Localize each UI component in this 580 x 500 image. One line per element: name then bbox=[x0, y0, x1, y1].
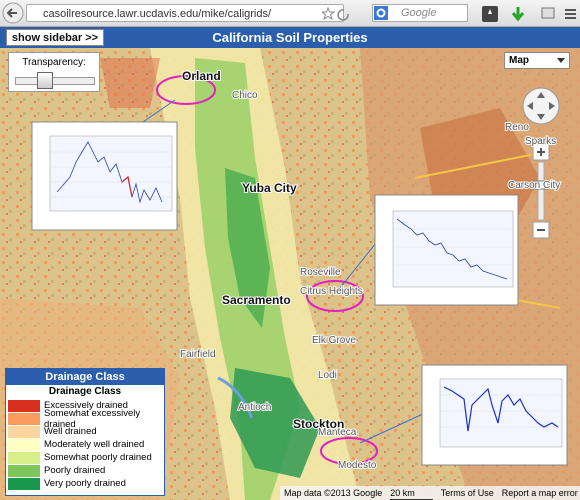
legend-swatch bbox=[8, 477, 40, 490]
highlight-ellipse bbox=[156, 75, 216, 105]
url-bar[interactable]: casoilresource.lawr.ucdavis.edu/mike/cal… bbox=[26, 4, 344, 22]
toolbar-icons[interactable] bbox=[470, 4, 578, 24]
place-label: Sacramento bbox=[222, 293, 291, 307]
app-header bbox=[0, 27, 580, 48]
place-label: Orland bbox=[182, 69, 221, 83]
dropdown-arrow bbox=[557, 58, 565, 63]
transparency-label: Transparency: bbox=[22, 57, 86, 68]
url-icons bbox=[322, 7, 349, 21]
report-link[interactable]: Report a map error bbox=[501, 488, 578, 498]
highlight-ellipse bbox=[320, 437, 378, 465]
show-sidebar-button[interactable]: show sidebar >> bbox=[6, 29, 104, 46]
hydrograph-inset bbox=[374, 194, 519, 306]
legend: Drainage Class Drainage Class Excessivel… bbox=[5, 368, 165, 496]
legend-swatch bbox=[8, 412, 40, 425]
legend-label: Very poorly drained bbox=[44, 478, 126, 489]
base-map-label: Modesto bbox=[338, 460, 377, 471]
place-label: Stockton bbox=[293, 417, 344, 431]
hydrograph-inset bbox=[31, 121, 178, 231]
base-map-label: Manteca bbox=[318, 427, 357, 438]
base-map-label: Elk Grove bbox=[312, 335, 356, 346]
soil-region bbox=[100, 58, 160, 108]
legend-item: Well drained bbox=[6, 425, 164, 438]
search-box[interactable]: Google bbox=[372, 4, 468, 22]
attribution: Map data ©2013 Google bbox=[284, 488, 383, 498]
map-footer: Map data ©2013 Google 20 km Terms of Use… bbox=[280, 486, 580, 500]
legend-header: Drainage Class bbox=[6, 369, 164, 385]
base-map-label: Sparks bbox=[525, 136, 556, 147]
search-engine-icon bbox=[374, 6, 388, 20]
legend-swatch bbox=[8, 451, 40, 464]
highlight-ellipse bbox=[306, 280, 364, 312]
legend-label: Somewhat poorly drained bbox=[44, 452, 152, 463]
base-map-label: Roseville bbox=[300, 267, 341, 278]
legend-item: Somewhat poorly drained bbox=[6, 451, 164, 464]
legend-rows: Excessively drained Somewhat excessively … bbox=[6, 399, 164, 490]
legend-item: Poorly drained bbox=[6, 464, 164, 477]
legend-label: Excessively drained bbox=[44, 400, 128, 411]
slider-handle[interactable] bbox=[37, 72, 53, 89]
back-button[interactable] bbox=[2, 2, 24, 24]
legend-title: Drainage Class bbox=[48, 386, 122, 397]
scale-bar: 20 km bbox=[390, 486, 433, 500]
browser-toolbar: casoilresource.lawr.ucdavis.edu/mike/cal… bbox=[0, 0, 580, 27]
legend-swatch bbox=[8, 464, 40, 477]
legend-item: Very poorly drained bbox=[6, 477, 164, 490]
legend-label: Somewhat excessively drained bbox=[44, 407, 141, 430]
slider-track[interactable] bbox=[15, 77, 95, 85]
base-map-label: Lodi bbox=[318, 370, 337, 381]
transparency-control[interactable]: Transparency: bbox=[8, 52, 100, 92]
legend-swatch bbox=[8, 425, 40, 438]
soil-region bbox=[225, 168, 270, 328]
legend-swatch bbox=[8, 438, 40, 451]
map-type-label: Map bbox=[509, 55, 529, 66]
place-label: Yuba City bbox=[242, 181, 297, 195]
legend-label: Poorly drained bbox=[44, 465, 106, 476]
river bbox=[217, 376, 254, 419]
base-map-label: Antioch bbox=[238, 402, 271, 413]
hydrograph-inset bbox=[421, 364, 568, 466]
soil-region bbox=[230, 368, 320, 478]
legend-item: Somewhat excessively drained bbox=[6, 408, 164, 430]
legend-swatch bbox=[8, 399, 40, 412]
legend-item: Excessively drained bbox=[6, 399, 164, 412]
connector bbox=[139, 99, 426, 444]
terms-link[interactable]: Terms of Use bbox=[440, 488, 494, 498]
map-type-select[interactable]: Map bbox=[504, 52, 570, 69]
legend-item: Moderately well drained bbox=[6, 438, 164, 451]
base-map-label: Fairfield bbox=[180, 349, 216, 360]
base-map-label: Citrus Heights bbox=[300, 286, 363, 297]
map-navigation[interactable] bbox=[522, 87, 560, 239]
base-map-label: Chico bbox=[232, 90, 258, 101]
legend-label: Well drained bbox=[44, 426, 97, 437]
base-map-label: Reno bbox=[505, 122, 529, 133]
legend-label: Moderately well drained bbox=[44, 439, 145, 450]
base-map-label: Carson City bbox=[508, 180, 560, 191]
